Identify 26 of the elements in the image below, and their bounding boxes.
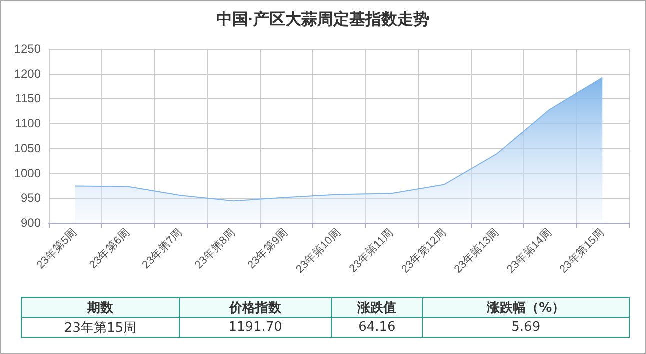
x-tick-label: 23年第6周 bbox=[88, 226, 132, 272]
y-tick-label: 950 bbox=[20, 191, 42, 206]
x-tick-label: 23年第9周 bbox=[246, 226, 291, 272]
y-tick-label: 1200 bbox=[14, 66, 42, 81]
y-tick-label: 1050 bbox=[14, 141, 42, 156]
x-tick-label: 23年第8周 bbox=[193, 226, 238, 272]
x-tick-label: 23年第14周 bbox=[505, 226, 554, 276]
chart-title: 中国·产区大蒜周定基指数走势 bbox=[216, 10, 430, 28]
text: 价格指数 bbox=[180, 298, 332, 318]
text: 涨跌幅（%） bbox=[422, 298, 630, 318]
x-tick-label: 23年第13周 bbox=[452, 226, 502, 276]
text: 1191.70 bbox=[180, 318, 332, 338]
x-tick-label: 23年第10周 bbox=[294, 226, 344, 276]
text: 涨跌值 bbox=[332, 298, 423, 318]
y-tick-label: 1000 bbox=[14, 166, 42, 180]
text: 23年第15周 bbox=[22, 318, 180, 338]
y-tick-label: 1100 bbox=[15, 116, 42, 131]
x-tick-label: 23年第7周 bbox=[140, 226, 186, 272]
text: 期数 bbox=[22, 298, 180, 318]
text: 64.16 bbox=[332, 318, 423, 338]
x-tick-label: 23年第11周 bbox=[347, 226, 396, 276]
y-tick-label: 1250 bbox=[14, 42, 42, 56]
text: 5.69 bbox=[422, 318, 630, 338]
y-tick-label: 1150 bbox=[15, 92, 42, 106]
x-tick-label: 23年第12周 bbox=[400, 226, 449, 276]
x-tick-label: 23年第15周 bbox=[558, 226, 607, 276]
